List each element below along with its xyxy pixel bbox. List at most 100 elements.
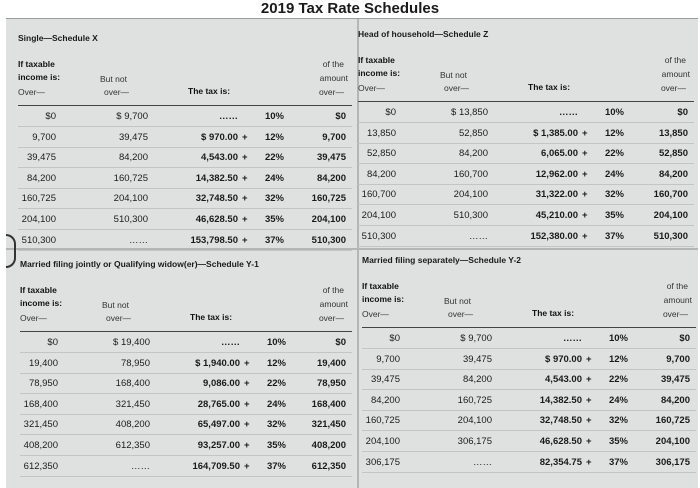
cell-amount-over: 84,200 (316, 172, 346, 184)
cell-over: $0 (389, 333, 400, 344)
cell-but-not: $ 9,700 (116, 111, 148, 122)
row-separator (358, 142, 694, 144)
cell-but-not: 84,200 (118, 152, 148, 164)
tax-schedules-page: Single—Schedule X If taxable income is: … (6, 18, 698, 488)
row-separator (358, 204, 694, 206)
cell-rate: 10% (264, 111, 284, 122)
table-row: 9,700 39,475 $ 970.00 + 12% 9,700 (18, 128, 352, 148)
header-tax-is: The tax is: (528, 82, 571, 92)
cell-but-not: …… (473, 456, 492, 468)
cell-rate: 12% (604, 127, 624, 139)
cell-base-tax: 14,382.50 (195, 172, 238, 184)
cell-amount-over: 168,400 (311, 398, 346, 410)
table-row: 84,200 160,700 12,962.00 + 24% 84,200 (358, 165, 694, 185)
row-separator (18, 126, 352, 127)
table-row: 168,400 321,450 28,765.00 + 24% 168,400 (20, 395, 352, 415)
cell-rate: 24% (608, 394, 628, 406)
cell-but-not: 321,450 (115, 398, 150, 410)
cell-amount-over: 204,100 (653, 210, 688, 221)
cell-but-not: …… (469, 230, 488, 242)
table-row: 78,950 168,400 9,086.00 + 22% 78,950 (20, 374, 352, 395)
cell-over: 204,100 (21, 214, 56, 225)
header-over-mid: over— (448, 309, 474, 319)
cell-rate: 22% (608, 374, 628, 386)
cell-base-tax: 6,065.00 (541, 148, 578, 160)
cell-base-tax: $ 1,385.00 (533, 127, 578, 139)
header-tax-is: The tax is: (188, 86, 231, 96)
table-row: 612,350 …… 164,709.50 + 37% 612,350 (20, 457, 352, 477)
cell-but-not: $ 9,700 (460, 333, 492, 344)
cell-over: 204,100 (365, 436, 400, 447)
header-income-is: income is: (362, 294, 405, 304)
header-of-the: of the (322, 285, 344, 295)
cell-rate: 10% (266, 337, 286, 348)
header-over-right: over— (660, 83, 686, 93)
cell-base-tax: 45,210.00 (535, 210, 578, 221)
cell-over: 612,350 (23, 460, 58, 472)
cell-amount-over: 408,200 (311, 440, 346, 451)
page-title: 2019 Tax Rate Schedules (0, 0, 700, 18)
table-row: 204,100 306,175 46,628.50 + 35% 204,100 (362, 432, 696, 452)
header-but-not: But not (440, 70, 467, 80)
page-curl-mark (6, 234, 16, 268)
header-income-is: income is: (358, 68, 401, 78)
cell-rate: 35% (608, 436, 628, 447)
row-separator (362, 471, 696, 473)
cell-base-tax: 14,382.50 (539, 394, 582, 406)
table-row: 52,850 84,200 6,065.00 + 22% 52,850 (358, 144, 694, 165)
cell-amount-over: 39,475 (316, 152, 346, 164)
table-row: 39,475 84,200 4,543.00 + 22% 39,475 (362, 370, 696, 391)
header-over-left: Over— (20, 313, 47, 323)
cell-over: $0 (385, 107, 396, 118)
cell-over: 84,200 (26, 172, 56, 184)
cell-over: 306,175 (365, 456, 400, 468)
cell-rate: 12% (266, 357, 286, 369)
cell-rate: 35% (264, 214, 284, 225)
schedule-title: Head of household—Schedule Z (358, 29, 489, 39)
cell-plus-sign: + (242, 172, 248, 184)
table-row: 84,200 160,725 14,382.50 + 24% 84,200 (362, 391, 696, 411)
row-separator (362, 451, 696, 452)
table-row: 306,175 …… 82,354.75 + 37% 306,175 (362, 453, 696, 473)
cell-but-not: …… (129, 234, 148, 246)
header-tax-is: The tax is: (190, 312, 233, 322)
cell-over: 168,400 (23, 398, 58, 410)
header-over-mid: over— (106, 313, 132, 323)
cell-over: 13,850 (366, 127, 396, 139)
cell-base-tax: 28,765.00 (197, 398, 240, 410)
row-separator (20, 352, 352, 353)
row-separator (18, 146, 352, 148)
row-separator (358, 122, 694, 123)
header-but-not: But not (102, 300, 129, 310)
cell-rate: 37% (266, 460, 286, 472)
cell-rate: 24% (266, 398, 286, 410)
cell-rate: 10% (604, 107, 624, 118)
cell-plus-sign: + (244, 440, 250, 451)
cell-plus-sign: + (586, 436, 592, 447)
cell-base-tax: 152,380.00 (530, 230, 578, 242)
row-separator (18, 167, 352, 169)
cell-but-not: 612,350 (115, 440, 150, 451)
cell-but-not: $ 13,850 (451, 107, 488, 118)
cell-amount-over: 510,300 (311, 234, 346, 246)
cell-base-tax: 32,748.50 (539, 415, 582, 427)
header-if-taxable: If taxable (358, 55, 395, 65)
table-row: $0 $ 13,850 …… 10% $0 (358, 103, 694, 123)
cell-rate: 32% (266, 419, 286, 431)
cell-amount-over: 612,350 (311, 460, 346, 472)
cell-base-tax: 164,709.50 (192, 460, 240, 472)
schedule-panel: Head of household—Schedule Z If taxable … (358, 29, 694, 247)
cell-rate: 24% (604, 168, 624, 180)
cell-base-tax: …… (219, 111, 238, 122)
schedule-title: Married filing separately—Schedule Y-2 (362, 255, 522, 265)
cell-but-not: 204,100 (457, 415, 492, 427)
cell-over: 160,725 (21, 193, 56, 205)
table-row: 204,100 510,300 46,628.50 + 35% 204,100 (18, 210, 352, 230)
cell-rate: 37% (264, 234, 284, 246)
cell-but-not: 408,200 (115, 419, 150, 431)
cell-over: 510,300 (361, 230, 396, 242)
header-if-taxable: If taxable (20, 285, 57, 295)
cell-but-not: 160,725 (113, 172, 148, 184)
cell-over: 510,300 (21, 234, 56, 246)
cell-amount-over: 9,700 (666, 353, 690, 365)
